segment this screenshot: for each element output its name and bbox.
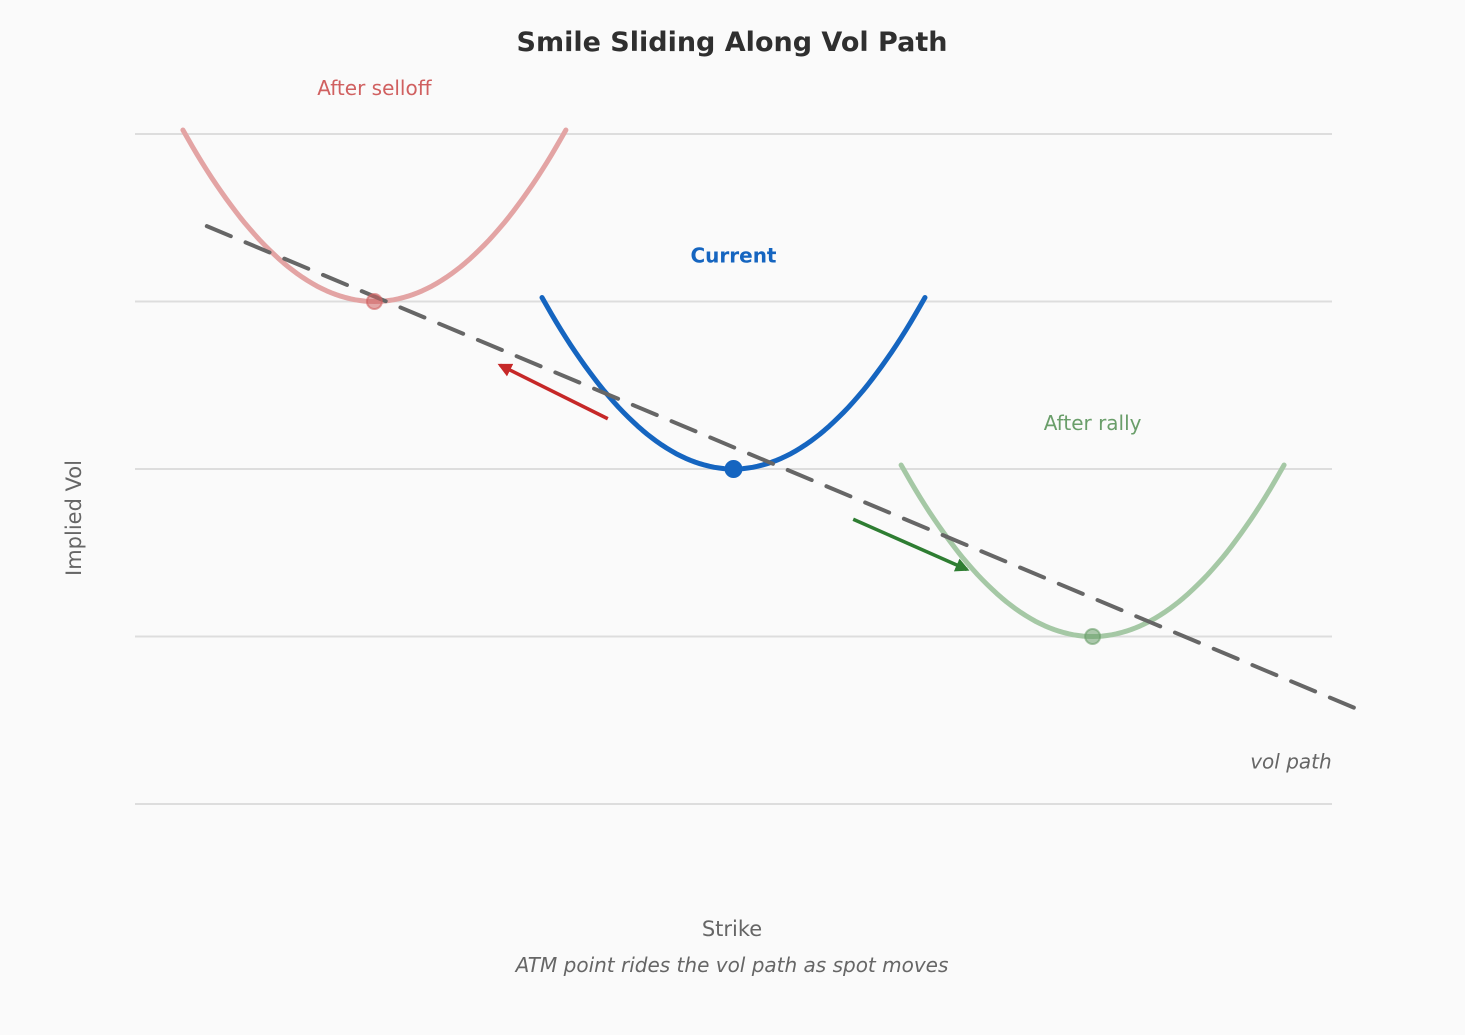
smile-curves [180, 127, 1287, 639]
atm-point-after-selloff [365, 293, 383, 310]
selloff-arrow [497, 363, 609, 421]
chart-title: Smile Sliding Along Vol Path [517, 27, 948, 58]
chart-caption: ATM point rides the vol path as spot mov… [514, 953, 949, 977]
x-axis-label: Strike [702, 917, 762, 941]
move-arrows [497, 363, 970, 572]
series-label-after-selloff: After selloff [317, 76, 432, 100]
smile-curve-after-rally [898, 462, 1287, 639]
rally-arrow [852, 517, 970, 572]
vol-path-label: vol path [1250, 750, 1331, 774]
atm-points [365, 293, 1102, 645]
series-labels: After selloff Current After rally [317, 76, 1141, 435]
y-axis-label: Implied Vol [62, 460, 86, 576]
vol-path-group: vol path [204, 224, 1358, 774]
atm-point-after-rally [1084, 628, 1102, 645]
atm-point-current [724, 460, 743, 478]
smile-curve-after-selloff [180, 127, 569, 304]
smile-curve-current [539, 295, 928, 472]
series-label-current: Current [690, 243, 776, 267]
series-label-after-rally: After rally [1044, 411, 1142, 435]
